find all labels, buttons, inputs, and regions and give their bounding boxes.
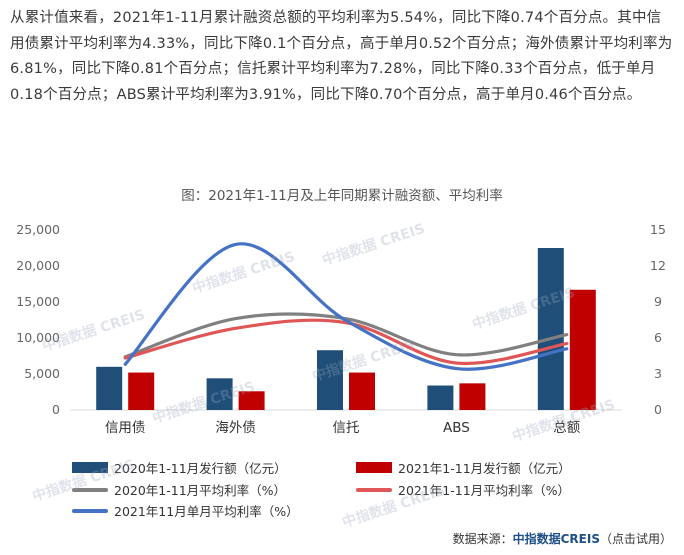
legend-swatch bbox=[72, 487, 108, 492]
bar bbox=[96, 366, 123, 410]
bar bbox=[569, 289, 596, 410]
article-paragraph: 从累计值来看，2021年1-11月累计融资总额的平均利率为5.54%，同比下降0… bbox=[10, 10, 673, 103]
legend-label: 2021年11月单月平均利率（%） bbox=[114, 504, 299, 519]
series-line bbox=[123, 242, 569, 371]
source-suffix[interactable]: （点击试用） bbox=[599, 532, 672, 546]
legend-label: 2020年1-11月发行额（亿元） bbox=[114, 461, 287, 476]
source-prefix: 数据来源： bbox=[452, 532, 513, 546]
y-left-tick-label: 25,000 bbox=[16, 222, 60, 237]
y-right-tick-label: 3 bbox=[654, 366, 662, 381]
legend-label: 2021年1-11月发行额（亿元） bbox=[398, 461, 571, 476]
legend-item-2021-amount: 2021年1-11月发行额（亿元） bbox=[356, 458, 571, 477]
chart-legend: 2020年1-11月发行额（亿元） 2021年1-11月发行额（亿元） 2020… bbox=[0, 452, 684, 522]
x-category-label: 总额 bbox=[553, 420, 580, 436]
x-category-label: 信托 bbox=[333, 420, 360, 436]
y-right-tick-label: 12 bbox=[650, 258, 666, 273]
bar bbox=[459, 383, 486, 410]
bar bbox=[427, 385, 454, 410]
legend-swatch bbox=[72, 508, 108, 513]
y-left-tick-label: 5,000 bbox=[24, 366, 60, 381]
legend-swatch bbox=[72, 462, 108, 473]
y-left-tick-label: 0 bbox=[52, 402, 60, 417]
legend-label: 2020年1-11月平均利率（%） bbox=[114, 483, 287, 498]
bar bbox=[128, 372, 155, 410]
source-name[interactable]: 中指数据CREIS bbox=[512, 532, 600, 546]
legend-item-nov-rate: 2021年11月单月平均利率（%） bbox=[72, 501, 299, 520]
y-right-tick-label: 15 bbox=[650, 222, 666, 237]
legend-item-2021-rate: 2021年1-11月平均利率（%） bbox=[356, 480, 570, 499]
data-source[interactable]: 数据来源：中指数据CREIS（点击试用） bbox=[453, 530, 672, 547]
legend-item-2020-amount: 2020年1-11月发行额（亿元） bbox=[72, 458, 287, 477]
legend-label: 2021年1-11月平均利率（%） bbox=[398, 483, 571, 498]
legend-swatch bbox=[356, 487, 392, 492]
bar bbox=[317, 350, 343, 410]
y-right-tick-label: 6 bbox=[654, 330, 662, 345]
article-text: 从累计值来看，2021年1-11月累计融资总额的平均利率为5.54%，同比下降0… bbox=[10, 6, 676, 108]
y-right-tick-label: 9 bbox=[654, 294, 662, 309]
legend-item-2020-rate: 2020年1-11月平均利率（%） bbox=[72, 480, 286, 499]
bar bbox=[537, 248, 564, 410]
bar bbox=[238, 391, 265, 410]
y-left-tick-label: 10,000 bbox=[16, 330, 60, 345]
bar bbox=[206, 378, 233, 410]
y-right-tick-label: 0 bbox=[654, 402, 662, 417]
chart-title: 图：2021年1-11月及上年同期累计融资额、平均利率 bbox=[181, 188, 503, 204]
x-category-label: 海外债 bbox=[215, 420, 256, 436]
x-category-label: 信用债 bbox=[105, 420, 146, 436]
x-category-label: ABS bbox=[443, 420, 470, 436]
y-left-tick-label: 20,000 bbox=[16, 258, 60, 273]
legend-swatch bbox=[356, 462, 392, 473]
y-left-tick-label: 15,000 bbox=[16, 294, 60, 309]
series-line bbox=[123, 318, 569, 366]
bar bbox=[349, 372, 375, 410]
